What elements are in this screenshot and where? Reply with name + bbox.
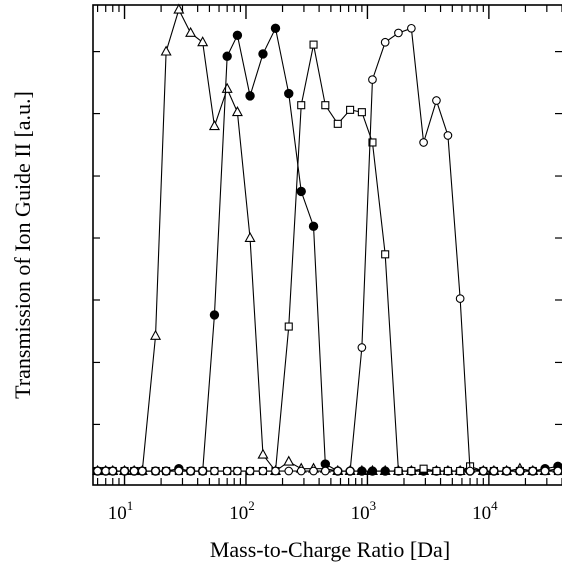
data-point [419,138,428,147]
data-point [137,466,147,476]
data-point [553,466,562,476]
series-triangle-open [92,3,562,475]
data-point [222,466,232,476]
data-point [186,466,195,476]
data-point [151,466,160,476]
data-point [540,466,550,476]
data-point [129,466,139,476]
data-point [284,322,293,331]
data-point [245,466,255,476]
data-point [210,466,219,476]
data-point [368,75,377,84]
data-point [368,138,377,147]
data-point [284,88,294,99]
data-point [296,186,306,197]
data-point [174,466,184,476]
data-point [357,466,367,476]
data-point [456,466,465,476]
data-point [93,466,102,476]
data-point [357,343,367,352]
data-point [443,131,453,140]
series-line [97,26,558,472]
data-point [346,105,355,114]
data-point [257,448,269,459]
data-point [528,466,538,476]
data-point [245,91,255,101]
series-line [97,27,558,472]
data-point [309,40,318,49]
data-point [221,82,233,93]
data-point [394,466,403,476]
data-point [284,466,294,476]
data-point [160,45,172,56]
data-point [394,28,403,38]
data-point [320,466,330,476]
data-point [222,51,232,61]
data-point [357,108,366,117]
data-point [345,466,355,476]
data-point [297,101,306,110]
data-point [233,466,242,476]
data-point [208,120,220,131]
data-point [108,466,118,476]
data-point [443,466,452,476]
data-point [209,310,220,320]
data-point [333,466,343,476]
data-point [432,96,441,105]
series-circle-open [93,23,562,476]
data-point [432,466,441,476]
data-point [515,466,525,476]
data-point [407,466,416,476]
axis-layer: 101 102 103 104 [93,5,562,524]
data-point [419,464,428,473]
data-point [380,37,390,47]
x-axis-title: Mass-to-Charge Ratio [Da] [210,537,450,562]
data-point [283,455,295,466]
data-point [198,466,208,476]
y-axis-title: Transmission of Ion Guide II [a.u.] [10,91,35,399]
series-layer [92,3,562,476]
data-point [244,231,256,242]
data-point [173,3,185,14]
data-point [197,36,209,47]
x-tick-label: 104 [472,498,498,524]
data-point [308,221,319,232]
data-point [367,466,378,476]
data-point [150,329,162,340]
x-tick-label: 103 [351,498,377,524]
data-point [380,466,390,476]
data-point [381,250,390,259]
data-point [465,466,475,476]
data-point [270,23,281,34]
data-point [161,466,171,476]
data-point [407,23,416,33]
data-point [296,466,306,476]
data-point [232,30,243,40]
data-point [101,466,111,476]
data-point [258,49,268,59]
data-point [185,26,197,37]
x-tick-label: 101 [108,498,134,524]
data-point [478,466,488,476]
data-point [258,466,268,476]
series-circle-filled [92,23,562,476]
data-point [489,466,499,476]
data-point [455,294,465,303]
data-point [321,101,330,110]
data-point [333,119,342,128]
data-point [120,466,129,476]
data-point [271,466,280,476]
plot-frame [92,4,562,486]
series-line [97,8,558,472]
x-tick-label: 102 [229,498,255,524]
data-point [231,106,243,117]
data-point [309,466,318,476]
data-point [502,466,511,476]
